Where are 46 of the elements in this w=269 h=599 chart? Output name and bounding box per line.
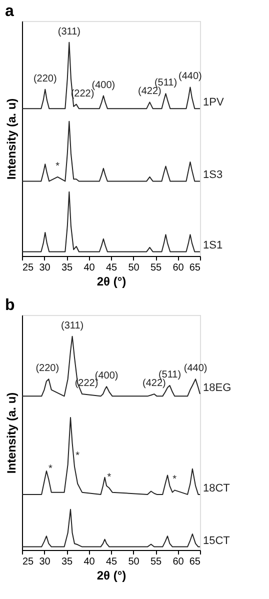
x-tick-label: 65 <box>189 262 201 274</box>
x-tick-label: 50 <box>128 262 140 274</box>
annotation: (422) <box>138 86 162 98</box>
series-label: 1S1 <box>203 240 223 252</box>
y-axis-title: Intensity (a. u) <box>4 98 18 180</box>
chart-title: a <box>5 3 14 20</box>
x-axis-title: 2θ (°) <box>96 568 126 582</box>
x-tick-label: 25 <box>22 262 34 274</box>
annotation: (220) <box>36 363 60 374</box>
x-tick-label: 30 <box>39 556 51 568</box>
x-tick-label: 25 <box>22 556 34 568</box>
series-label: 15CT <box>203 534 230 547</box>
annotation: * <box>107 472 112 484</box>
x-tick-label: 60 <box>172 262 184 274</box>
x-tick-label: 55 <box>150 262 162 274</box>
annotation: (400) <box>92 80 116 91</box>
chart-title: b <box>5 297 15 314</box>
annotation: (440) <box>184 363 208 374</box>
x-tick-label: 50 <box>128 556 140 568</box>
x-tick-label: 35 <box>61 262 73 274</box>
x-tick-label: 65 <box>189 556 201 568</box>
annotation: (422) <box>142 378 166 390</box>
annotation: * <box>76 450 80 462</box>
annotation: (511) <box>158 370 182 380</box>
annotation: * <box>172 474 177 486</box>
x-tick-label: 45 <box>106 556 118 568</box>
x-tick-label: 45 <box>106 262 118 274</box>
series-label: 1S3 <box>203 169 223 182</box>
x-tick-label: 30 <box>39 262 51 274</box>
series-label: 18CT <box>203 482 230 494</box>
series-label: 1PV <box>203 96 224 109</box>
annotation: (440) <box>178 71 202 82</box>
x-tick-label: 40 <box>84 262 96 274</box>
y-axis-title: Intensity (a. u) <box>4 392 18 474</box>
series-label: 18EG <box>203 382 232 394</box>
annotation: (220) <box>33 73 57 84</box>
x-axis-title: 2θ (°) <box>96 274 126 288</box>
x-tick-label: 40 <box>84 556 96 568</box>
annotation: * <box>48 464 53 474</box>
x-tick-label: 35 <box>61 556 73 568</box>
annotation: (311) <box>58 26 80 38</box>
x-tick-label: 55 <box>150 556 162 568</box>
annotation: (400) <box>94 370 118 382</box>
annotation: (311) <box>60 320 84 332</box>
x-tick-label: 60 <box>172 556 184 568</box>
annotation: * <box>56 160 60 172</box>
